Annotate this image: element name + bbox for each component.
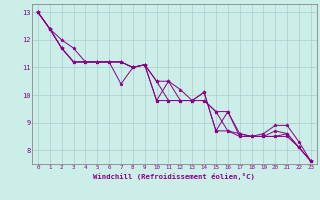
X-axis label: Windchill (Refroidissement éolien,°C): Windchill (Refroidissement éolien,°C) — [93, 173, 255, 180]
